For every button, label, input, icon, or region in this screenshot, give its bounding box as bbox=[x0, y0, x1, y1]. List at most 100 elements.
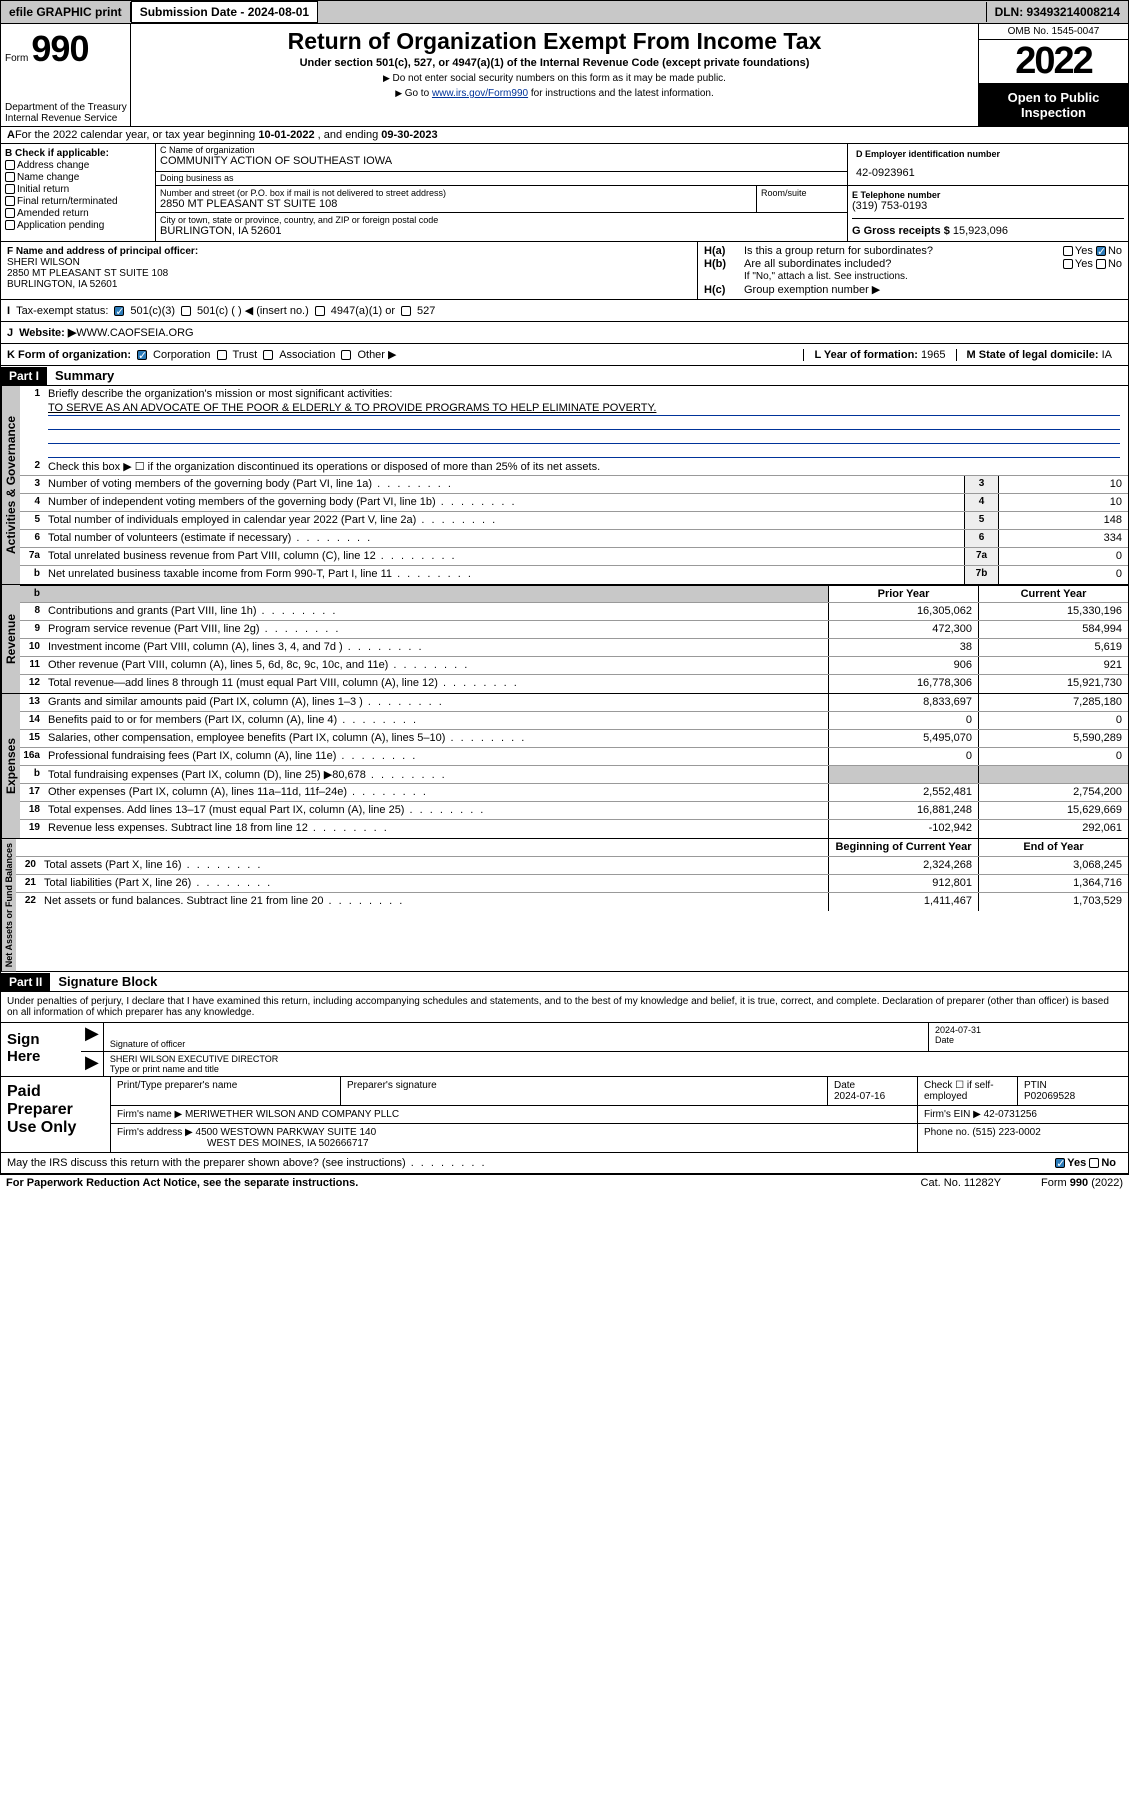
prep-name-hdr: Print/Type preparer's name bbox=[111, 1077, 341, 1105]
section-officer: F Name and address of principal officer:… bbox=[0, 242, 1129, 300]
topbar: efile GRAPHIC print Submission Date - 20… bbox=[0, 0, 1129, 24]
dba-label: Doing business as bbox=[156, 172, 847, 183]
line-17: 17 Other expenses (Part IX, column (A), … bbox=[20, 784, 1128, 802]
chk-4947[interactable] bbox=[315, 306, 325, 316]
hb-note: If "No," attach a list. See instructions… bbox=[704, 271, 1122, 282]
submission-date: Submission Date - 2024-08-01 bbox=[131, 1, 318, 23]
officer-printed-name: SHERI WILSON EXECUTIVE DIRECTOR bbox=[110, 1054, 1122, 1064]
dln: DLN: 93493214008214 bbox=[986, 2, 1128, 22]
line-21: 21 Total liabilities (Part X, line 26) 9… bbox=[16, 875, 1128, 893]
part2-title: Signature Block bbox=[50, 972, 165, 991]
line-b: b Total fundraising expenses (Part IX, c… bbox=[20, 766, 1128, 784]
row-a-tax-period: AFor the 2022 calendar year, or tax year… bbox=[0, 127, 1129, 144]
line-8: 8 Contributions and grants (Part VIII, l… bbox=[20, 603, 1128, 621]
form-number: 990 bbox=[31, 28, 88, 69]
chk-assoc[interactable] bbox=[263, 350, 273, 360]
ein-val: 42-0923961 bbox=[852, 159, 1124, 181]
city-label: City or town, state or province, country… bbox=[160, 215, 843, 225]
firm-phone: (515) 223-0002 bbox=[972, 1127, 1040, 1138]
officer-name: SHERI WILSON bbox=[7, 257, 80, 268]
preparer-block: Paid Preparer Use Only Print/Type prepar… bbox=[0, 1077, 1129, 1153]
chk-final-return[interactable]: Final return/terminated bbox=[5, 196, 151, 207]
tax-year: 2022 bbox=[979, 40, 1128, 84]
line-19: 19 Revenue less expenses. Subtract line … bbox=[20, 820, 1128, 838]
line2: Check this box ▶ ☐ if the organization d… bbox=[44, 458, 1128, 475]
firm-name: MERIWETHER WILSON AND COMPANY PLLC bbox=[185, 1109, 399, 1120]
dept-label: Department of the Treasury Internal Reve… bbox=[5, 102, 127, 124]
name-label: C Name of organization bbox=[156, 144, 847, 155]
signature-block: Sign Here ▶ Signature of officer 2024-07… bbox=[0, 1023, 1129, 1077]
gross-val: 15,923,096 bbox=[953, 225, 1008, 237]
form-header: Form 990 Department of the Treasury Inte… bbox=[0, 24, 1129, 127]
line-22: 22 Net assets or fund balances. Subtract… bbox=[16, 893, 1128, 911]
paperwork-notice: For Paperwork Reduction Act Notice, see … bbox=[6, 1177, 358, 1189]
line-14: 14 Benefits paid to or for members (Part… bbox=[20, 712, 1128, 730]
gov-line-6: 6 Total number of volunteers (estimate i… bbox=[20, 530, 1128, 548]
org-name: COMMUNITY ACTION OF SOUTHEAST IOWA bbox=[156, 155, 847, 169]
efile-label: efile GRAPHIC print bbox=[1, 2, 131, 22]
chk-amended[interactable]: Amended return bbox=[5, 208, 151, 219]
firm-ein: 42-0731256 bbox=[984, 1109, 1037, 1120]
row-tax-status: I Tax-exempt status: 501(c)(3) 501(c) ( … bbox=[0, 300, 1129, 322]
discuss-yes[interactable] bbox=[1055, 1158, 1065, 1168]
chk-initial-return[interactable]: Initial return bbox=[5, 184, 151, 195]
chk-501c3[interactable] bbox=[114, 306, 124, 316]
irs-link[interactable]: www.irs.gov/Form990 bbox=[432, 88, 528, 99]
line-18: 18 Total expenses. Add lines 13–17 (must… bbox=[20, 802, 1128, 820]
year-formation: 1965 bbox=[921, 349, 945, 361]
col-prior-year: Prior Year bbox=[828, 586, 978, 602]
ptin: P02069528 bbox=[1024, 1091, 1075, 1102]
part1-title: Summary bbox=[47, 366, 122, 385]
note-link: Go to www.irs.gov/Form990 for instructio… bbox=[139, 88, 970, 99]
part1-label: Part I bbox=[1, 367, 47, 385]
city-val: BURLINGTON, IA 52601 bbox=[160, 225, 843, 237]
line-9: 9 Program service revenue (Part VIII, li… bbox=[20, 621, 1128, 639]
form-title: Return of Organization Exempt From Incom… bbox=[139, 28, 970, 55]
hb-no[interactable] bbox=[1096, 259, 1106, 269]
preparer-label: Paid Preparer Use Only bbox=[1, 1077, 111, 1152]
vtab-expenses: Expenses bbox=[1, 694, 20, 838]
governance-section: Activities & Governance 1 Briefly descri… bbox=[0, 386, 1129, 585]
chk-address-change[interactable]: Address change bbox=[5, 160, 151, 171]
sign-arrow-icon-2: ▶ bbox=[81, 1052, 103, 1076]
chk-501c[interactable] bbox=[181, 306, 191, 316]
chk-name-change[interactable]: Name change bbox=[5, 172, 151, 183]
chk-other[interactable] bbox=[341, 350, 351, 360]
revenue-section: Revenue b Prior Year Current Year 8 Cont… bbox=[0, 585, 1129, 694]
perjury-declaration: Under penalties of perjury, I declare th… bbox=[0, 992, 1129, 1023]
chk-corp[interactable] bbox=[137, 350, 147, 360]
gov-line-3: 3 Number of voting members of the govern… bbox=[20, 476, 1128, 494]
part1-header-row: Part I Summary bbox=[0, 366, 1129, 386]
chk-527[interactable] bbox=[401, 306, 411, 316]
officer-label: F Name and address of principal officer: bbox=[7, 246, 198, 257]
line-13: 13 Grants and similar amounts paid (Part… bbox=[20, 694, 1128, 712]
addr-label: Number and street (or P.O. box if mail i… bbox=[160, 188, 752, 198]
line-15: 15 Salaries, other compensation, employe… bbox=[20, 730, 1128, 748]
chk-trust[interactable] bbox=[217, 350, 227, 360]
website-val: WWW.CAOFSEIA.ORG bbox=[76, 327, 193, 339]
page-footer: For Paperwork Reduction Act Notice, see … bbox=[0, 1174, 1129, 1191]
open-inspection: Open to Public Inspection bbox=[979, 84, 1128, 126]
suite-label: Room/suite bbox=[757, 186, 847, 212]
line-20: 20 Total assets (Part X, line 16) 2,324,… bbox=[16, 857, 1128, 875]
form-subtitle: Under section 501(c), 527, or 4947(a)(1)… bbox=[139, 57, 970, 69]
prep-self-emp[interactable]: Check ☐ if self-employed bbox=[918, 1077, 1018, 1105]
firm-addr1: 4500 WESTOWN PARKWAY SUITE 140 bbox=[196, 1127, 377, 1138]
discuss-no[interactable] bbox=[1089, 1158, 1099, 1168]
section-identity: B Check if applicable: Address change Na… bbox=[0, 144, 1129, 242]
street-addr: 2850 MT PLEASANT ST SUITE 108 bbox=[160, 198, 752, 210]
ha-no[interactable] bbox=[1096, 246, 1106, 256]
vtab-netassets: Net Assets or Fund Balances bbox=[1, 839, 16, 971]
col-eoy: End of Year bbox=[978, 839, 1128, 856]
gov-line-7b: b Net unrelated business taxable income … bbox=[20, 566, 1128, 584]
hb-yes[interactable] bbox=[1063, 259, 1073, 269]
note-ssn: Do not enter social security numbers on … bbox=[139, 73, 970, 84]
part2-header-row: Part II Signature Block bbox=[0, 972, 1129, 992]
officer-addr: 2850 MT PLEASANT ST SUITE 108 BURLINGTON… bbox=[7, 268, 168, 290]
prep-sig-hdr: Preparer's signature bbox=[341, 1077, 828, 1105]
discuss-row: May the IRS discuss this return with the… bbox=[0, 1153, 1129, 1174]
chk-app-pending[interactable]: Application pending bbox=[5, 220, 151, 231]
ha-yes[interactable] bbox=[1063, 246, 1073, 256]
line-10: 10 Investment income (Part VIII, column … bbox=[20, 639, 1128, 657]
ein-label: D Employer identification number bbox=[856, 149, 1000, 159]
